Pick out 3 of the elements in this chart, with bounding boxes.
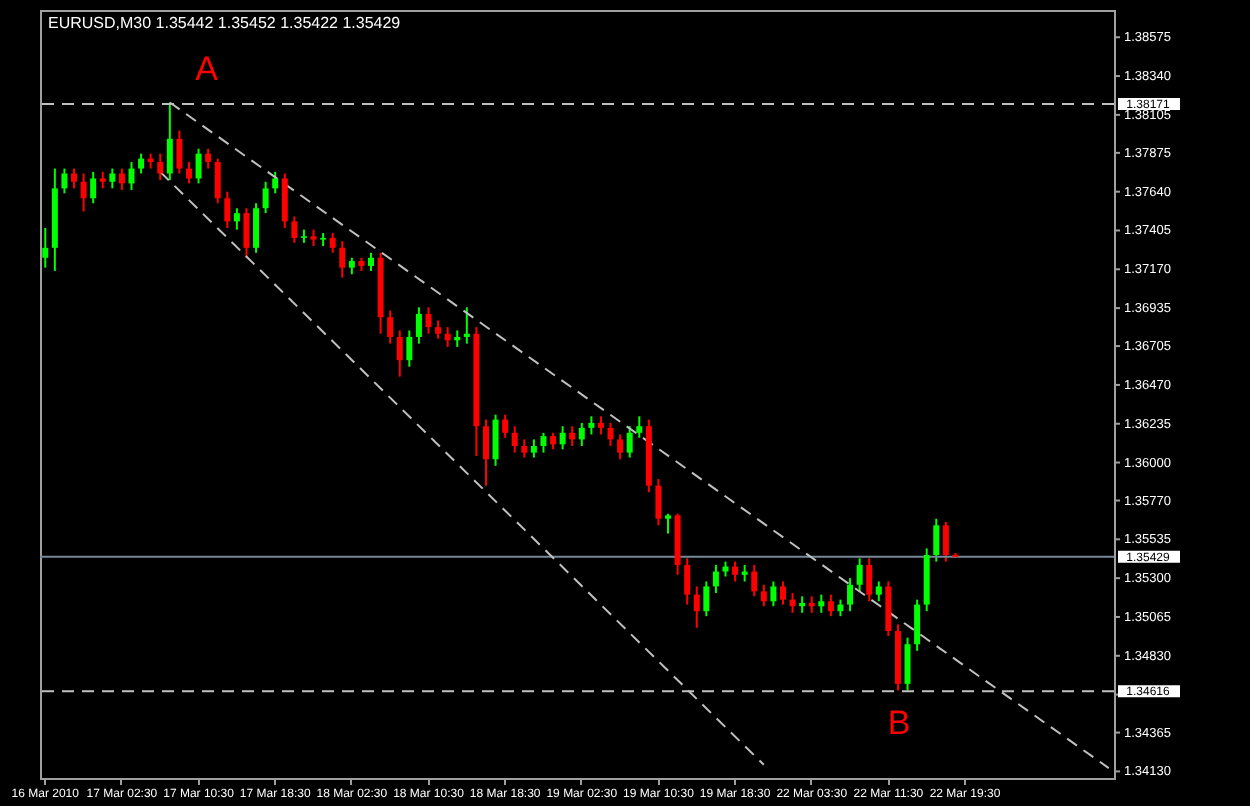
chart-title: EURUSD,M30 1.35442 1.35452 1.35422 1.35429 — [48, 14, 402, 32]
annotation: B — [887, 704, 911, 743]
annotation: A — [195, 50, 220, 88]
